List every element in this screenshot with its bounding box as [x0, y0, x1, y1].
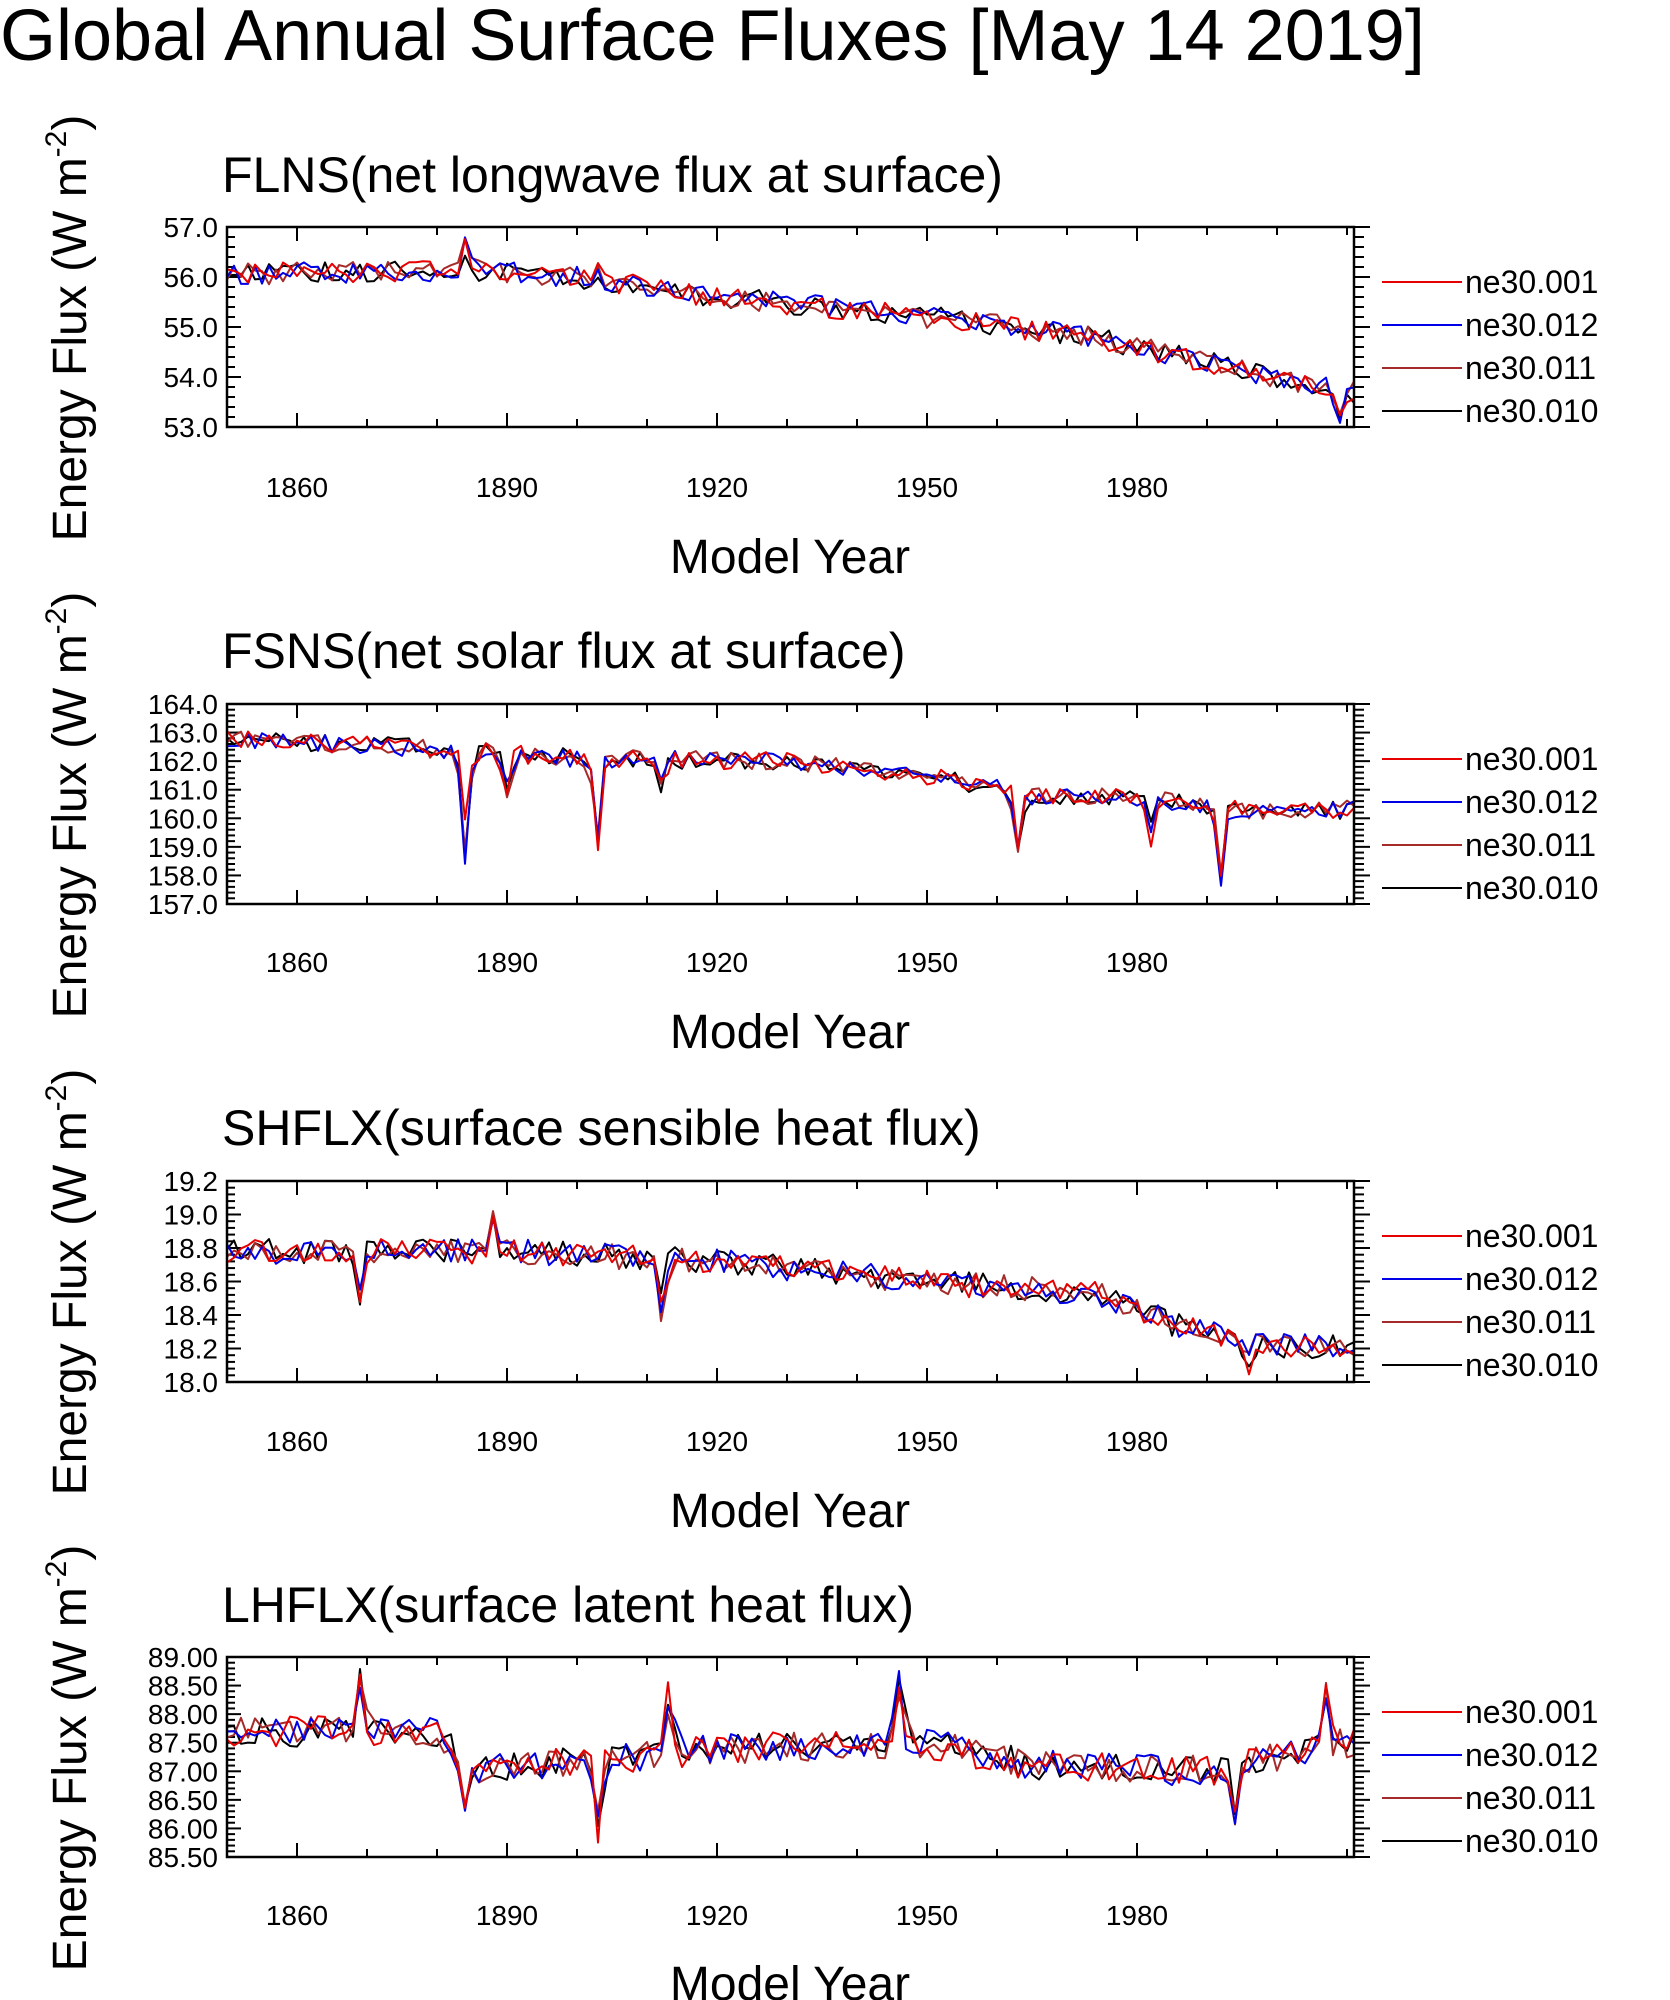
y-axis-label: Energy Flux (W m-2) [40, 115, 97, 542]
y-tick-label: 53.0 [164, 412, 219, 443]
series-ne30-012 [226, 1670, 1355, 1825]
y-tick-label: 85.50 [148, 1842, 218, 1873]
legend-label: ne30.010 [1465, 393, 1598, 429]
x-tick-label: 1950 [896, 1900, 958, 1931]
x-tick-label: 1920 [686, 472, 748, 503]
panel-fsns: FSNS(net solar flux at surface) Energy Fl… [40, 592, 1598, 1059]
legend-label: ne30.011 [1465, 827, 1596, 863]
x-tick-label: 1860 [266, 472, 328, 503]
y-tick-label: 54.0 [164, 362, 219, 393]
legend-label: ne30.010 [1465, 870, 1598, 906]
legend-label: ne30.001 [1465, 1694, 1598, 1730]
x-tick-label: 1920 [686, 947, 748, 978]
figure-title: Global Annual Surface Fluxes [May 14 201… [0, 0, 1425, 76]
panel-lhflx: LHFLX(surface latent heat flux) Energy Fl… [40, 1545, 1598, 2000]
y-axis-label: Energy Flux (W m-2) [40, 1069, 97, 1496]
x-tick-label: 1980 [1106, 472, 1168, 503]
y-tick-label: 86.00 [148, 1813, 218, 1844]
legend-label: ne30.010 [1465, 1347, 1598, 1383]
y-tick-label: 57.0 [164, 212, 219, 243]
y-tick-label: 88.50 [148, 1671, 218, 1702]
y-tick-label: 164.0 [148, 689, 218, 720]
x-tick-label: 1890 [476, 947, 538, 978]
y-tick-label: 157.0 [148, 889, 218, 920]
x-tick-label: 1890 [476, 472, 538, 503]
x-tick-label: 1980 [1106, 1426, 1168, 1457]
x-tick-label: 1980 [1106, 947, 1168, 978]
series-ne30-011 [226, 1210, 1355, 1358]
series-ne30-012 [226, 1218, 1355, 1358]
y-tick-label: 19.2 [164, 1166, 219, 1197]
y-tick-label: 160.0 [148, 803, 218, 834]
panel-flns: FLNS(net longwave flux at surface) Energy… [40, 115, 1598, 584]
series-ne30-012 [226, 236, 1355, 424]
panel-title: FSNS(net solar flux at surface) [222, 623, 906, 679]
x-tick-label: 1950 [896, 947, 958, 978]
x-tick-label: 1980 [1106, 1900, 1168, 1931]
y-tick-label: 55.0 [164, 312, 219, 343]
y-tick-label: 163.0 [148, 718, 218, 749]
x-tick-label: 1890 [476, 1426, 538, 1457]
x-axis-label: Model Year [670, 531, 910, 584]
legend-label: ne30.001 [1465, 741, 1598, 777]
x-tick-label: 1860 [266, 1426, 328, 1457]
x-axis-label: Model Year [670, 1958, 910, 2000]
y-tick-label: 87.00 [148, 1756, 218, 1787]
legend-label: ne30.011 [1465, 1304, 1596, 1340]
y-tick-label: 18.6 [164, 1267, 219, 1298]
x-tick-label: 1920 [686, 1426, 748, 1457]
series-ne30-011 [226, 237, 1355, 415]
panel-title: FLNS(net longwave flux at surface) [222, 147, 1003, 203]
panel-shflx: SHFLX(surface sensible heat flux) Energy … [40, 1069, 1598, 1538]
plot-frame [225, 702, 1356, 906]
x-tick-label: 1860 [266, 947, 328, 978]
legend-label: ne30.011 [1465, 350, 1596, 386]
y-tick-label: 18.0 [164, 1367, 219, 1398]
legend-label: ne30.001 [1465, 264, 1598, 300]
y-tick-label: 159.0 [148, 832, 218, 863]
series-ne30-001 [226, 238, 1355, 417]
series-ne30-010 [226, 1213, 1355, 1368]
x-tick-label: 1860 [266, 1900, 328, 1931]
series-ne30-001 [226, 730, 1355, 877]
y-tick-label: 18.2 [164, 1334, 219, 1365]
plot-frame [225, 1179, 1356, 1384]
legend-label: ne30.010 [1465, 1823, 1598, 1859]
legend-label: ne30.011 [1465, 1780, 1596, 1816]
legend-label: ne30.012 [1465, 1737, 1598, 1773]
plot-frame [225, 1655, 1356, 1859]
y-tick-label: 162.0 [148, 746, 218, 777]
y-tick-label: 161.0 [148, 775, 218, 806]
series-ne30-001 [226, 1673, 1355, 1844]
legend-label: ne30.012 [1465, 784, 1598, 820]
y-tick-label: 56.0 [164, 262, 219, 293]
legend-label: ne30.001 [1465, 1218, 1598, 1254]
y-tick-label: 18.4 [164, 1300, 219, 1331]
legend-label: ne30.012 [1465, 307, 1598, 343]
y-tick-label: 158.0 [148, 860, 218, 891]
plot-frame [225, 225, 1356, 429]
x-tick-label: 1950 [896, 1426, 958, 1457]
x-axis-label: Model Year [670, 1485, 910, 1538]
y-tick-label: 87.50 [148, 1728, 218, 1759]
series-ne30-011 [226, 1677, 1355, 1826]
y-tick-label: 18.8 [164, 1233, 219, 1264]
panel-title: SHFLX(surface sensible heat flux) [222, 1100, 981, 1156]
series-ne30-001 [226, 1215, 1355, 1376]
y-tick-label: 86.50 [148, 1785, 218, 1816]
panel-title: LHFLX(surface latent heat flux) [222, 1577, 914, 1633]
series-ne30-012 [226, 732, 1355, 887]
y-tick-label: 88.00 [148, 1699, 218, 1730]
x-tick-label: 1950 [896, 472, 958, 503]
x-axis-label: Model Year [670, 1006, 910, 1059]
x-tick-label: 1920 [686, 1900, 748, 1931]
y-axis-label: Energy Flux (W m-2) [40, 592, 97, 1019]
y-axis-label: Energy Flux (W m-2) [40, 1545, 97, 1972]
x-tick-label: 1890 [476, 1900, 538, 1931]
y-tick-label: 19.0 [164, 1200, 219, 1231]
legend-label: ne30.012 [1465, 1261, 1598, 1297]
y-tick-label: 89.00 [148, 1642, 218, 1673]
